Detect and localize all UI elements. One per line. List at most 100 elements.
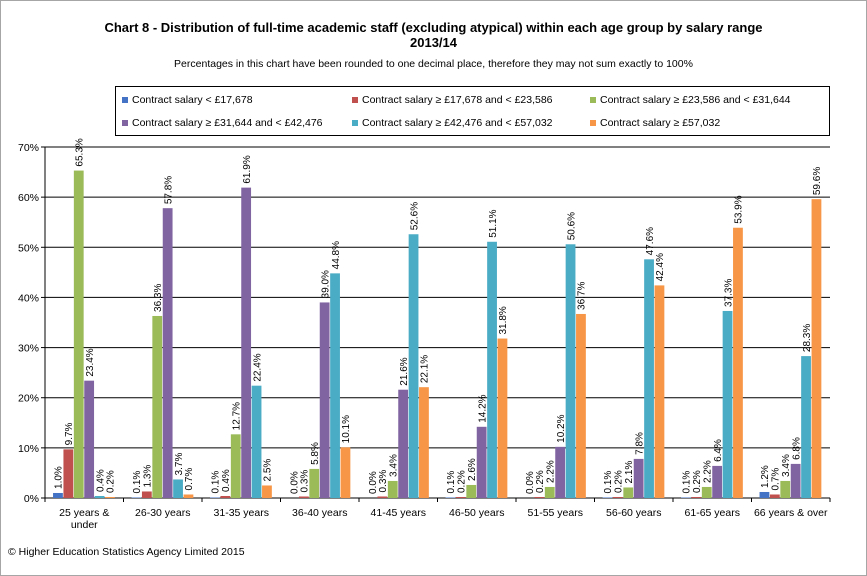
bar xyxy=(455,496,466,498)
data-label: 0.2% xyxy=(692,470,703,493)
data-label: 14.2% xyxy=(477,394,488,422)
x-tick-label: 46-50 years xyxy=(449,507,504,519)
x-tick-label: 56-60 years xyxy=(606,507,661,519)
bar xyxy=(241,187,252,498)
y-tick-label: 50% xyxy=(18,242,39,254)
data-label: 61.9% xyxy=(242,155,253,183)
legend-entry-6: Contract salary ≥ £57,032 xyxy=(590,117,720,129)
data-label: 0.0% xyxy=(289,471,300,494)
bar xyxy=(497,338,508,498)
legend-label-6: Contract salary ≥ £57,032 xyxy=(600,117,721,129)
data-label: 1.2% xyxy=(760,465,771,488)
data-label: 0.1% xyxy=(682,471,693,494)
bar xyxy=(419,387,429,498)
legend-swatch-4 xyxy=(122,120,128,126)
data-label: 22.4% xyxy=(252,353,263,381)
y-tick-label: 40% xyxy=(18,292,39,304)
chart-subtitle: Percentages in this chart have been roun… xyxy=(174,58,693,70)
bar xyxy=(262,485,272,498)
bar xyxy=(712,465,723,498)
data-label: 39.0% xyxy=(320,270,331,298)
bar xyxy=(230,434,241,498)
legend-label-2: Contract salary ≥ £17,678 and < £23,586 xyxy=(362,94,553,106)
bar xyxy=(152,315,163,498)
chart-title-year: 2013/14 xyxy=(410,35,457,50)
legend-swatch-1 xyxy=(122,97,128,103)
legend-swatch-5 xyxy=(352,120,358,126)
legend-entry-2: Contract salary ≥ £17,678 and < £23,586 xyxy=(352,94,553,106)
bar xyxy=(251,385,262,498)
bar xyxy=(398,389,409,498)
data-label: 0.4% xyxy=(95,469,106,492)
data-label: 5.8% xyxy=(310,442,321,465)
data-label: 0.3% xyxy=(300,470,311,493)
bar xyxy=(644,259,654,498)
data-label: 0.3% xyxy=(378,470,389,493)
bar xyxy=(633,458,644,498)
bar xyxy=(733,227,743,499)
bar xyxy=(162,208,173,498)
bar xyxy=(555,446,566,498)
data-label: 0.7% xyxy=(184,468,195,491)
data-label: 36.3% xyxy=(153,284,164,312)
data-label: 6.4% xyxy=(713,439,724,462)
data-label: 0.2% xyxy=(106,470,117,493)
bar xyxy=(544,486,555,498)
bar xyxy=(534,496,545,498)
bar xyxy=(691,496,702,498)
bar xyxy=(801,356,811,498)
bar xyxy=(330,273,340,498)
bar xyxy=(612,496,623,498)
bar xyxy=(73,170,84,498)
data-label: 2.2% xyxy=(703,460,714,483)
legend-entry-1: Contract salary < £17,678 xyxy=(122,94,253,106)
y-tick-label: 60% xyxy=(18,192,39,204)
bar xyxy=(210,497,220,498)
bar xyxy=(220,495,231,498)
data-label: 2.6% xyxy=(467,458,478,481)
data-label: 0.0% xyxy=(525,471,536,494)
data-label: 2.1% xyxy=(624,461,635,484)
bar xyxy=(623,487,634,498)
data-label: 37.3% xyxy=(723,279,734,307)
bar xyxy=(63,449,74,498)
data-label: 0.1% xyxy=(603,471,614,494)
bar xyxy=(487,241,497,498)
legend-swatch-6 xyxy=(590,120,596,126)
data-label: 0.2% xyxy=(457,470,468,493)
data-label: 0.4% xyxy=(221,469,232,492)
data-label: 59.6% xyxy=(812,167,823,195)
data-label: 3.4% xyxy=(389,454,400,477)
data-label: 0.2% xyxy=(614,470,625,493)
bar xyxy=(408,234,419,498)
bar xyxy=(445,497,456,498)
bar xyxy=(722,310,733,498)
data-label: 1.3% xyxy=(143,465,154,488)
data-label: 6.8% xyxy=(791,437,802,460)
bar xyxy=(84,380,95,498)
data-label: 57.8% xyxy=(163,176,174,204)
data-label: 44.8% xyxy=(331,241,342,269)
bar xyxy=(466,484,477,498)
data-label: 50.6% xyxy=(566,212,577,240)
data-label: 0.1% xyxy=(211,471,222,494)
legend-swatch-2 xyxy=(352,97,358,103)
data-label: 52.6% xyxy=(409,202,420,230)
bar xyxy=(309,468,320,498)
data-label: 53.9% xyxy=(734,195,745,223)
bar xyxy=(340,447,351,498)
data-label: 0.2% xyxy=(535,470,546,493)
data-label: 51.1% xyxy=(488,209,499,237)
data-label: 21.6% xyxy=(399,357,410,385)
bar xyxy=(811,199,822,499)
bar xyxy=(183,494,194,498)
data-label: 2.2% xyxy=(546,460,557,483)
bar xyxy=(53,492,63,498)
data-label: 7.8% xyxy=(634,432,645,455)
bar xyxy=(790,463,801,498)
legend-entry-5: Contract salary ≥ £42,476 and < £57,032 xyxy=(352,117,553,129)
data-label: 0.1% xyxy=(132,471,143,494)
copyright-footer: © Higher Education Statistics Agency Lim… xyxy=(8,546,245,558)
data-label: 9.7% xyxy=(64,422,75,445)
legend-label-1: Contract salary < £17,678 xyxy=(132,94,253,106)
